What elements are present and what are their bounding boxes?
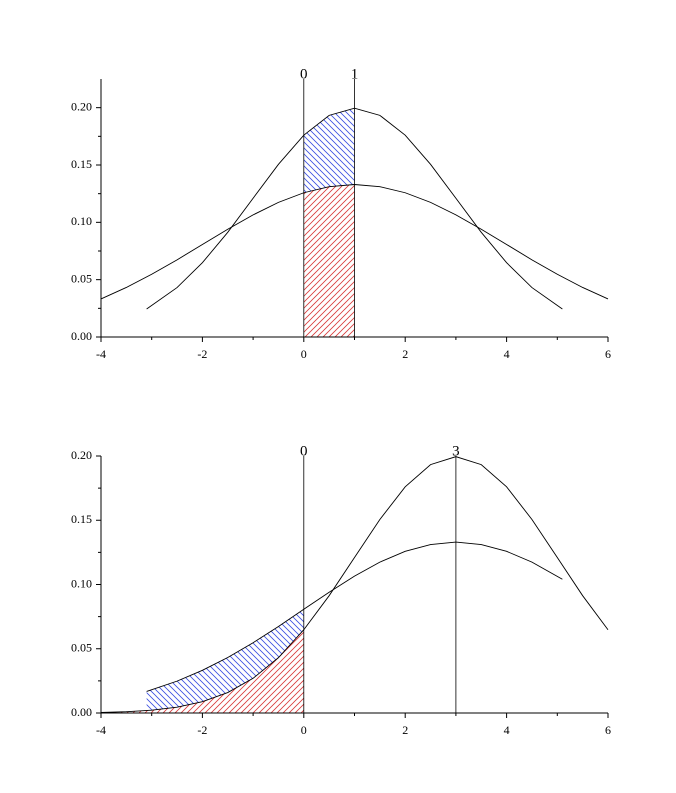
- y-tick-label: 0.20: [71, 448, 92, 462]
- x-tick-label: 6: [605, 723, 611, 737]
- hatch-lower: [101, 629, 304, 713]
- y-tick-label: 0.15: [71, 512, 92, 526]
- y-tick-label: 0.05: [71, 271, 92, 285]
- x-tick-label: 0: [301, 347, 307, 361]
- hatch-between: [146, 609, 304, 711]
- y-tick-label: 0.00: [71, 705, 92, 719]
- x-tick-label: 6: [605, 347, 611, 361]
- y-tick-label: 0.10: [71, 214, 92, 228]
- y-tick-label: 0.10: [71, 576, 92, 590]
- x-tick-label: 2: [402, 347, 408, 361]
- y-tick-label: 0.15: [71, 157, 92, 171]
- curve: [146, 107, 563, 310]
- x-tick-label: 4: [504, 347, 510, 361]
- vertical-line-label: 0: [300, 443, 308, 459]
- x-tick-label: -2: [197, 347, 207, 361]
- x-tick-label: -4: [96, 347, 106, 361]
- x-tick-label: 2: [402, 723, 408, 737]
- vertical-line-label: 1: [351, 66, 359, 82]
- vertical-line-label: 3: [452, 443, 460, 459]
- y-tick-label: 0.20: [71, 99, 92, 113]
- x-tick-label: -2: [197, 723, 207, 737]
- x-tick-label: 0: [301, 723, 307, 737]
- curve: [100, 456, 609, 713]
- curve: [146, 541, 563, 692]
- x-tick-label: 4: [504, 723, 510, 737]
- hatch-between: [303, 108, 355, 193]
- y-tick-label: 0.00: [71, 329, 92, 343]
- curve: [100, 184, 609, 300]
- hatch-lower: [303, 184, 355, 337]
- x-tick-label: -4: [96, 723, 106, 737]
- y-tick-label: 0.05: [71, 641, 92, 655]
- vertical-line-label: 0: [300, 66, 308, 82]
